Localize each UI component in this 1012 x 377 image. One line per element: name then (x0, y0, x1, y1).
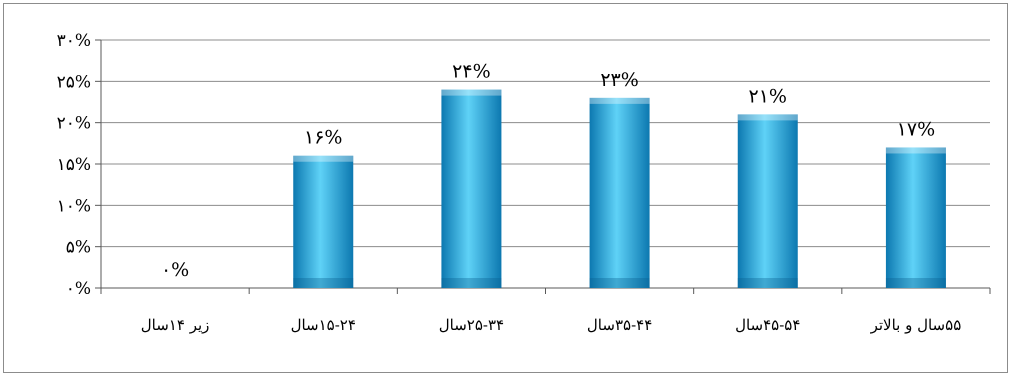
bar (885, 147, 946, 288)
bar-top-bevel (293, 155, 354, 162)
bar (441, 89, 502, 288)
data-label: ۱۶% (304, 127, 342, 149)
y-tick-label: ۲۰% (57, 114, 91, 134)
x-category-label: زیر ۱۴سال (141, 316, 210, 334)
y-tick-label: ۰% (66, 279, 91, 299)
bar-top-bevel (441, 89, 502, 96)
y-tick-label: ۱۵% (57, 155, 91, 175)
bar-top-bevel (885, 147, 946, 154)
bars (293, 89, 946, 289)
data-label: ۰% (161, 259, 189, 281)
x-category-label: ۳۵-۴۴سال (587, 316, 652, 334)
bar-top-bevel (737, 114, 798, 121)
y-tick-label: ۱۰% (57, 196, 91, 216)
bar (589, 97, 650, 288)
x-category-label: ۵۵سال و بالاتر (870, 316, 962, 334)
bar (293, 155, 354, 288)
bar (737, 114, 798, 289)
axes (95, 39, 991, 294)
y-tick-label: ۵% (66, 238, 91, 258)
x-category-label: ۲۵-۳۴سال (439, 316, 504, 334)
bar-chart: ۰% ۵% ۱۰% ۱۵% ۲۰% ۲۵% ۳۰% ۰% زیر ۱۴سال ۱۶% ۱۵-۲۴سا… (57, 31, 991, 334)
data-label: ۲۱% (749, 85, 787, 107)
gridlines (101, 39, 990, 289)
x-category-label: ۴۵-۵۴سال (735, 316, 800, 334)
y-tick-label: ۲۵% (57, 72, 91, 92)
x-category-label: ۱۵-۲۴سال (291, 316, 356, 334)
bar-bottom-bevel (737, 278, 798, 288)
data-label: ۲۴% (452, 61, 490, 83)
bar-top-bevel (589, 97, 650, 104)
bar-bottom-bevel (885, 278, 946, 288)
y-tick-label: ۳۰% (57, 31, 91, 51)
chart-frame: ۰% ۵% ۱۰% ۱۵% ۲۰% ۲۵% ۳۰% ۰% زیر ۱۴سال ۱۶% ۱۵-۲۴سا… (3, 3, 1008, 373)
bar-bottom-bevel (589, 278, 650, 288)
bar-bottom-bevel (293, 278, 354, 288)
labels: ۰% ۵% ۱۰% ۱۵% ۲۰% ۲۵% ۳۰% ۰% زیر ۱۴سال ۱۶% ۱۵-۲۴سا… (57, 31, 962, 334)
data-label: ۲۳% (600, 69, 638, 91)
data-label: ۱۷% (897, 118, 935, 140)
bar-bottom-bevel (441, 278, 502, 288)
